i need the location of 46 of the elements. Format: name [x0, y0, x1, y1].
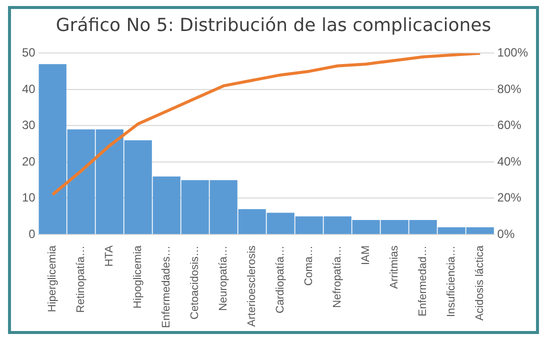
x-tick-label: Arritmias [388, 244, 401, 289]
y2-tick-label: 80% [497, 82, 522, 96]
bar [238, 209, 266, 234]
bar [266, 212, 294, 234]
y-tick-label: 10 [22, 190, 36, 205]
bar [409, 220, 437, 234]
x-tick-label: HTA [104, 244, 116, 267]
bar [466, 227, 494, 234]
x-tick-label: Nefropatía… [332, 245, 344, 308]
chart-frame: Gráfico No 5: Distribución de las complicaciones Hiperglicemia Retinopatía… HTA Hipoglicemia Enfermedades… Cetoacidosis… Neuropatía… Arterioesclerosis Cardiopatía… Coma… Nefropatía… IAM Arritmias Enfermedad… Insuficiencia… Acidosis láctica 0 10 20 30 40 50 0% 20% 40% 60% 80% 100% [8, 6, 539, 334]
bar [96, 129, 124, 234]
y2-tick-label: 20% [497, 190, 522, 205]
bar [380, 220, 408, 234]
bar [124, 140, 152, 234]
x-tick-label: IAM [360, 245, 372, 266]
y-tick-label: 0 [28, 226, 36, 241]
bar [295, 216, 323, 234]
y-tick-label: 40 [22, 82, 36, 96]
x-tick-label: Retinopatía… [75, 245, 88, 313]
x-tick-label: Acidosis láctica [474, 244, 486, 321]
x-tick-label: Cardiopatía… [274, 245, 287, 314]
bar [67, 129, 95, 234]
x-tick-label: Hiperglicemia [46, 244, 59, 312]
y2-tick-label: 0% [497, 226, 515, 241]
bar [324, 216, 352, 234]
chart-title: Gráfico No 5: Distribución de las complicaciones [54, 15, 492, 36]
y-tick-label: 20 [22, 154, 36, 168]
y2-tick-label: 100% [497, 46, 528, 60]
x-tick-label: Neuropatía… [218, 245, 230, 311]
y2-tick-label: 60% [497, 118, 522, 132]
y2-tick-label: 40% [497, 154, 522, 168]
x-tick-label: Coma… [303, 245, 316, 286]
bar [38, 64, 66, 234]
x-tick-label: Cetoacidosis… [189, 245, 202, 320]
bar [181, 180, 209, 234]
bar [210, 180, 238, 234]
bar [152, 176, 180, 234]
x-tick-label: Arterioesclerosis [246, 244, 258, 327]
x-tick-label: Enfermedad… [417, 245, 430, 316]
bar [438, 227, 466, 234]
x-tick-label: Enfermedades… [160, 245, 173, 328]
y-tick-label: 50 [22, 46, 36, 60]
x-tick-label: Hipoglicemia [132, 244, 144, 308]
x-tick-label: Insuficiencia… [446, 245, 458, 318]
bar [352, 220, 380, 234]
y-tick-label: 30 [22, 118, 36, 132]
